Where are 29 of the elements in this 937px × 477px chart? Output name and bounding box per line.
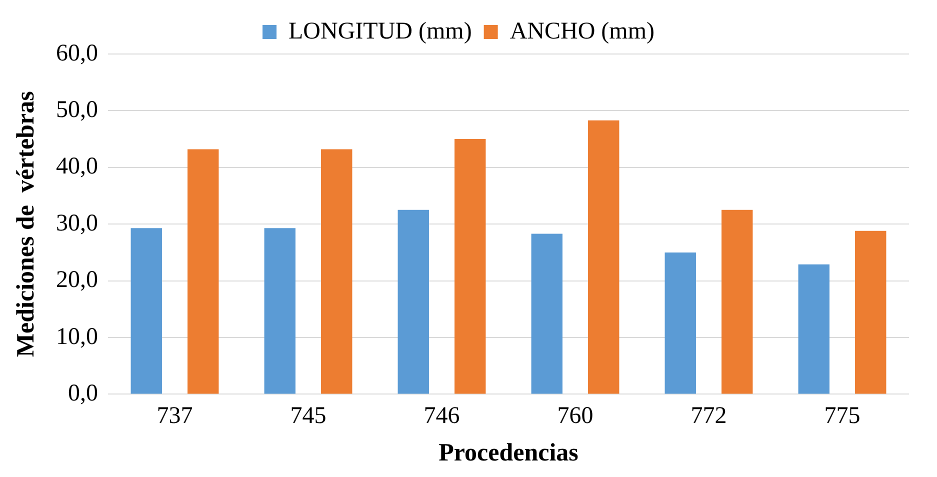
legend-label: ANCHO (mm): [510, 18, 654, 44]
y-tick-label: 60,0: [56, 40, 98, 66]
bar: [798, 264, 830, 394]
y-tick-label: 10,0: [56, 324, 98, 350]
bar: [722, 210, 753, 394]
bar: [855, 230, 886, 394]
bar: [664, 252, 696, 394]
bar: [531, 234, 562, 394]
y-tick-label: 0,0: [68, 380, 98, 406]
y-axis-title: Mediciones de vértebras: [12, 90, 40, 358]
y-tick-label: 20,0: [56, 267, 98, 294]
bar: [264, 228, 296, 394]
y-tick-label: 30,0: [56, 210, 98, 236]
x-tick-label: 775: [824, 402, 860, 429]
x-tick-label: 772: [690, 402, 727, 429]
x-axis-title: Procedencias: [438, 439, 579, 466]
x-tick-label: 746: [424, 402, 460, 429]
x-tick-label: 745: [290, 402, 326, 429]
legend-label: LONGITUD (mm): [288, 18, 472, 44]
bar: [188, 149, 219, 394]
bar: [588, 120, 620, 394]
y-tick-label: 50,0: [56, 96, 98, 123]
bar: [321, 149, 352, 394]
y-tick-label: 40,0: [56, 154, 98, 180]
bar: [454, 139, 486, 394]
bar: [130, 228, 162, 394]
bar: [398, 210, 429, 394]
x-tick-label: 760: [557, 402, 594, 429]
x-tick-label: 737: [156, 402, 193, 429]
